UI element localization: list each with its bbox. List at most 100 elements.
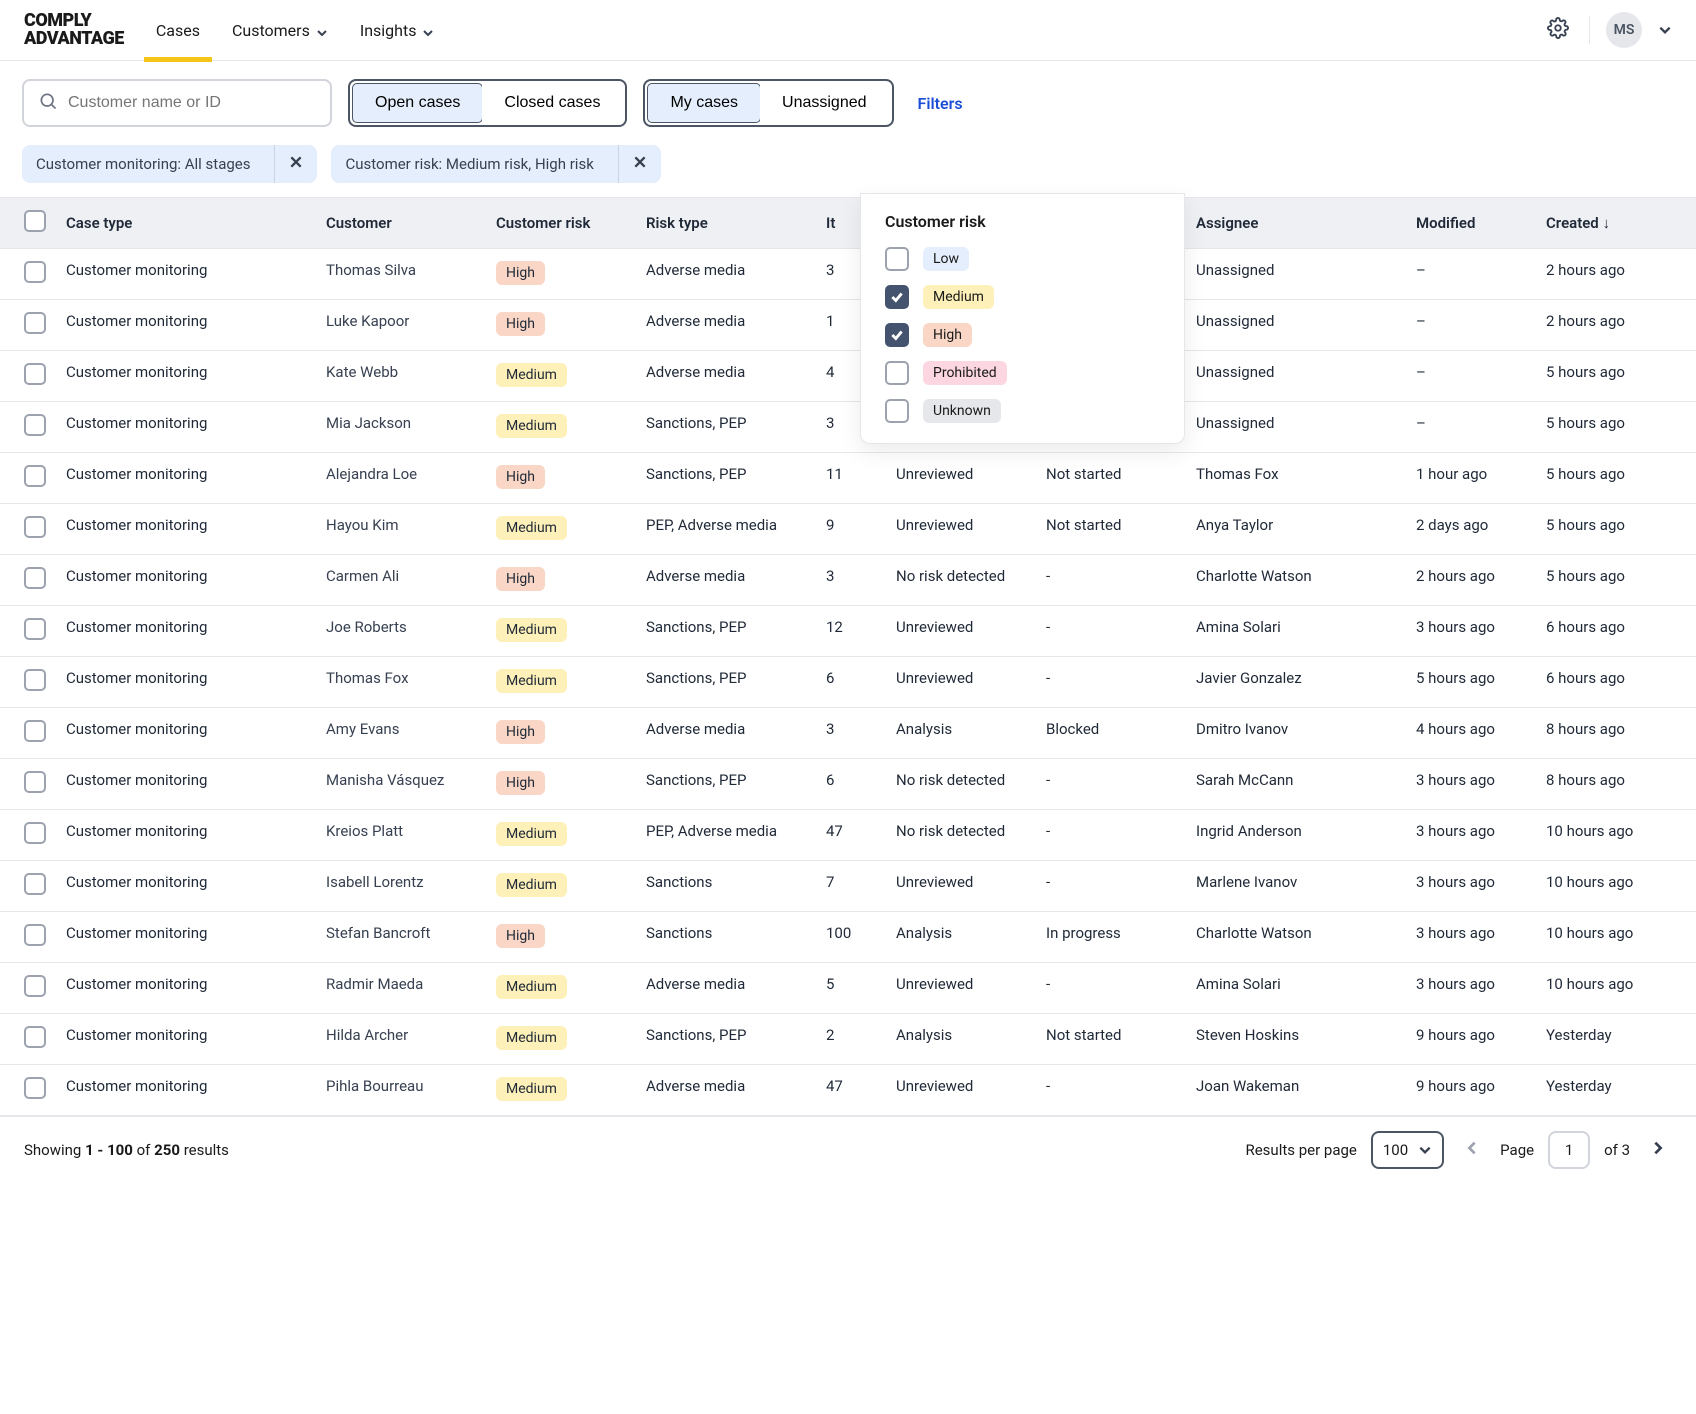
user-avatar[interactable]: MS [1606,12,1642,48]
option-checkbox[interactable] [885,361,909,385]
column-header[interactable]: Customer [316,198,486,249]
cell-review: Analysis [886,1014,1036,1065]
search-input[interactable] [68,94,316,112]
risk-filter-option[interactable]: High [885,323,1160,347]
table-row[interactable]: Customer monitoring Kreios Platt Medium … [0,810,1696,861]
table-row[interactable]: Customer monitoring Pihla Bourreau Mediu… [0,1065,1696,1116]
table-row[interactable]: Customer monitoring Stefan Bancroft High… [0,912,1696,963]
cell-created: 10 hours ago [1536,861,1696,912]
cell-count: 2 [816,1014,886,1065]
row-checkbox[interactable] [24,363,46,385]
option-checkbox[interactable] [885,247,909,271]
page-input[interactable]: 1 [1548,1131,1590,1169]
row-checkbox[interactable] [24,1026,46,1048]
cell-risk-type: Adverse media [636,351,816,402]
cell-modified: – [1406,249,1536,300]
column-header[interactable]: Modified [1406,198,1536,249]
row-checkbox[interactable] [24,516,46,538]
nav-customers[interactable]: Customers [232,13,328,48]
table-row[interactable]: Customer monitoring Mia Jackson Medium S… [0,402,1696,453]
row-checkbox[interactable] [24,414,46,436]
filter-chip: Customer monitoring: All stages [22,145,317,183]
row-checkbox[interactable] [24,873,46,895]
table-row[interactable]: Customer monitoring Luke Kapoor High Adv… [0,300,1696,351]
page-value: 1 [1565,1141,1573,1159]
cell-case-type: Customer monitoring [56,1065,316,1116]
table-row[interactable]: Customer monitoring Hayou Kim Medium PEP… [0,504,1696,555]
table-row[interactable]: Customer monitoring Manisha Vásquez High… [0,759,1696,810]
cell-assignee: Amina Solari [1186,963,1406,1014]
my-cases-button[interactable]: My cases [647,83,761,123]
column-header[interactable]: Created ↓ [1536,198,1696,249]
table-row[interactable]: Customer monitoring Alejandra Loe High S… [0,453,1696,504]
risk-filter-option[interactable]: Unknown [885,399,1160,423]
option-checkbox[interactable] [885,399,909,423]
column-header[interactable]: Case type [56,198,316,249]
prev-page-button[interactable] [1458,1134,1486,1166]
row-checkbox[interactable] [24,261,46,283]
cell-case-type: Customer monitoring [56,810,316,861]
table-row[interactable]: Customer monitoring Thomas Fox Medium Sa… [0,657,1696,708]
nav-customers-label: Customers [232,21,310,40]
cell-stage: - [1036,657,1186,708]
row-checkbox[interactable] [24,1077,46,1099]
row-checkbox[interactable] [24,669,46,691]
cell-customer: Isabell Lorentz [316,861,486,912]
risk-filter-option[interactable]: Prohibited [885,361,1160,385]
cell-review: Unreviewed [886,606,1036,657]
table-row[interactable]: Customer monitoring Joe Roberts Medium S… [0,606,1696,657]
select-all-checkbox[interactable] [24,210,46,232]
option-label: Unknown [923,399,1001,423]
risk-filter-option[interactable]: Low [885,247,1160,271]
cell-review: No risk detected [886,810,1036,861]
option-checkbox[interactable] [885,323,909,347]
option-label: Low [923,247,969,271]
chip-remove-button[interactable] [618,145,661,183]
table-row[interactable]: Customer monitoring Isabell Lorentz Medi… [0,861,1696,912]
option-checkbox[interactable] [885,285,909,309]
table-row[interactable]: Customer monitoring Radmir Maeda Medium … [0,963,1696,1014]
cell-stage: Blocked [1036,708,1186,759]
cell-modified: 4 hours ago [1406,708,1536,759]
row-checkbox[interactable] [24,465,46,487]
row-checkbox[interactable] [24,975,46,997]
column-header[interactable]: Assignee [1186,198,1406,249]
table-row[interactable]: Customer monitoring Thomas Silva High Ad… [0,249,1696,300]
row-checkbox[interactable] [24,771,46,793]
nav-insights[interactable]: Insights [360,13,435,48]
row-checkbox[interactable] [24,567,46,589]
table-row[interactable]: Customer monitoring Hilda Archer Medium … [0,1014,1696,1065]
table-body: Customer monitoring Thomas Silva High Ad… [0,249,1696,1116]
row-checkbox[interactable] [24,618,46,640]
cell-risk-type: Sanctions, PEP [636,1014,816,1065]
case-state-segment: Open cases Closed cases [348,79,627,127]
unassigned-button[interactable]: Unassigned [760,84,889,122]
cell-created: 2 hours ago [1536,249,1696,300]
table-row[interactable]: Customer monitoring Kate Webb Medium Adv… [0,351,1696,402]
settings-button[interactable] [1543,13,1573,47]
filters-link[interactable]: Filters [918,94,963,113]
column-header[interactable]: Customer risk [486,198,636,249]
cell-modified: 3 hours ago [1406,912,1536,963]
per-page-selector[interactable]: 100 [1371,1131,1444,1169]
row-checkbox[interactable] [24,312,46,334]
row-checkbox[interactable] [24,822,46,844]
open-cases-button[interactable]: Open cases [352,83,483,123]
cell-case-type: Customer monitoring [56,555,316,606]
search-box[interactable] [22,79,332,127]
row-checkbox[interactable] [24,924,46,946]
column-header[interactable]: Risk type [636,198,816,249]
nav-cases[interactable]: Cases [156,13,200,48]
cell-modified: 1 hour ago [1406,453,1536,504]
table-row[interactable]: Customer monitoring Carmen Ali High Adve… [0,555,1696,606]
row-checkbox[interactable] [24,720,46,742]
closed-cases-button[interactable]: Closed cases [482,84,622,122]
next-page-button[interactable] [1644,1134,1672,1166]
cell-assignee: Unassigned [1186,249,1406,300]
risk-filter-option[interactable]: Medium [885,285,1160,309]
table-row[interactable]: Customer monitoring Amy Evans High Adver… [0,708,1696,759]
cell-created: 6 hours ago [1536,606,1696,657]
cell-modified: 2 hours ago [1406,555,1536,606]
chevron-down-icon[interactable] [1658,23,1672,37]
chip-remove-button[interactable] [274,145,317,183]
